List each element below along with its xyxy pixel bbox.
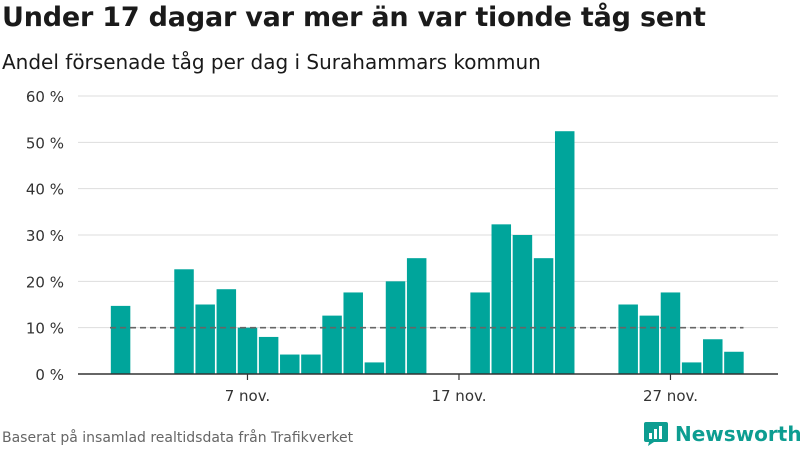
x-tick-label: 7 nov. — [225, 387, 270, 405]
y-tick-label: 20 % — [26, 273, 64, 291]
bar[interactable]: 29 nov.: 7.5 % — [703, 339, 723, 374]
bar-chart-logo-icon — [644, 422, 668, 446]
bar[interactable]: 25 nov.: 15 % — [618, 304, 638, 375]
bar[interactable]: 22 nov.: 52.4 % — [554, 131, 575, 374]
bar[interactable]: 30 nov.: 4.8 % — [724, 351, 744, 374]
bar-chart: 0 % 10 % 20 % 30 % 40 % 50 % 60 % 1 nov.: 14.7… — [26, 88, 778, 405]
bar[interactable]: 8 nov.: 8 % — [258, 336, 279, 374]
bar[interactable]: 18 nov.: 17.6 % — [470, 292, 490, 374]
bar[interactable]: 21 nov.: 25 % — [533, 258, 554, 374]
bar[interactable]: 4 nov.: 22.6 % — [174, 269, 194, 374]
y-tick-label: 10 % — [26, 320, 64, 338]
bars: 1 nov.: 14.7 % 4 nov.: 22.6 %5 nov.: 15 %… — [110, 131, 744, 375]
source-note: Baserat på insamlad realtidsdata från Tr… — [2, 430, 354, 446]
bar[interactable]: 20 nov.: 30 % — [512, 235, 533, 374]
bar[interactable]: 13 nov.: 2.5 % — [364, 362, 385, 374]
bar[interactable]: 28 nov.: 2.5 % — [681, 362, 702, 374]
bar[interactable]: 15 nov.: 25 % — [406, 258, 427, 374]
chart-title: Under 17 dagar var mer än var tionde tåg… — [2, 2, 706, 33]
chart-subtitle: Andel försenade tåg per dag i Surahammar… — [2, 50, 541, 74]
x-tick-label: 27 nov. — [643, 387, 698, 405]
bar[interactable]: 12 nov.: 17.6 % — [343, 292, 363, 374]
y-tick-label: 60 % — [26, 88, 64, 106]
y-tick-label: 30 % — [26, 227, 64, 245]
bar[interactable]: 6 nov.: 18.3 % — [216, 289, 237, 374]
bar[interactable]: 5 nov.: 15 % — [195, 304, 215, 375]
brand-logo[interactable]: Newsworthy — [643, 420, 800, 448]
x-tick-label: 17 nov. — [431, 387, 486, 405]
bar[interactable]: 27 nov.: 17.6 % — [660, 292, 681, 374]
y-tick-label: 50 % — [26, 134, 64, 152]
y-axis-tick-labels: 0 % 10 % 20 % 30 % 40 % 50 % 60 % — [26, 88, 64, 384]
brand-name: Newsworthy — [675, 422, 800, 446]
bar[interactable]: 11 nov.: 12.6 % — [322, 315, 342, 374]
y-tick-label: 0 % — [35, 366, 64, 384]
bar[interactable]: 1 nov.: 14.7 % — [110, 305, 131, 374]
bar[interactable]: 26 nov.: 12.6 % — [639, 315, 660, 374]
bar[interactable]: 9 nov.: 4.2 % — [280, 354, 300, 374]
bar[interactable]: 7 nov.: 10 % — [237, 327, 258, 374]
y-tick-label: 40 % — [26, 181, 64, 199]
x-axis-ticks: 7 nov. 17 nov. 27 nov. — [225, 374, 698, 405]
bar[interactable]: 19 nov.: 32.3 % — [491, 224, 512, 374]
bar[interactable]: 10 nov.: 4.2 % — [301, 354, 321, 374]
